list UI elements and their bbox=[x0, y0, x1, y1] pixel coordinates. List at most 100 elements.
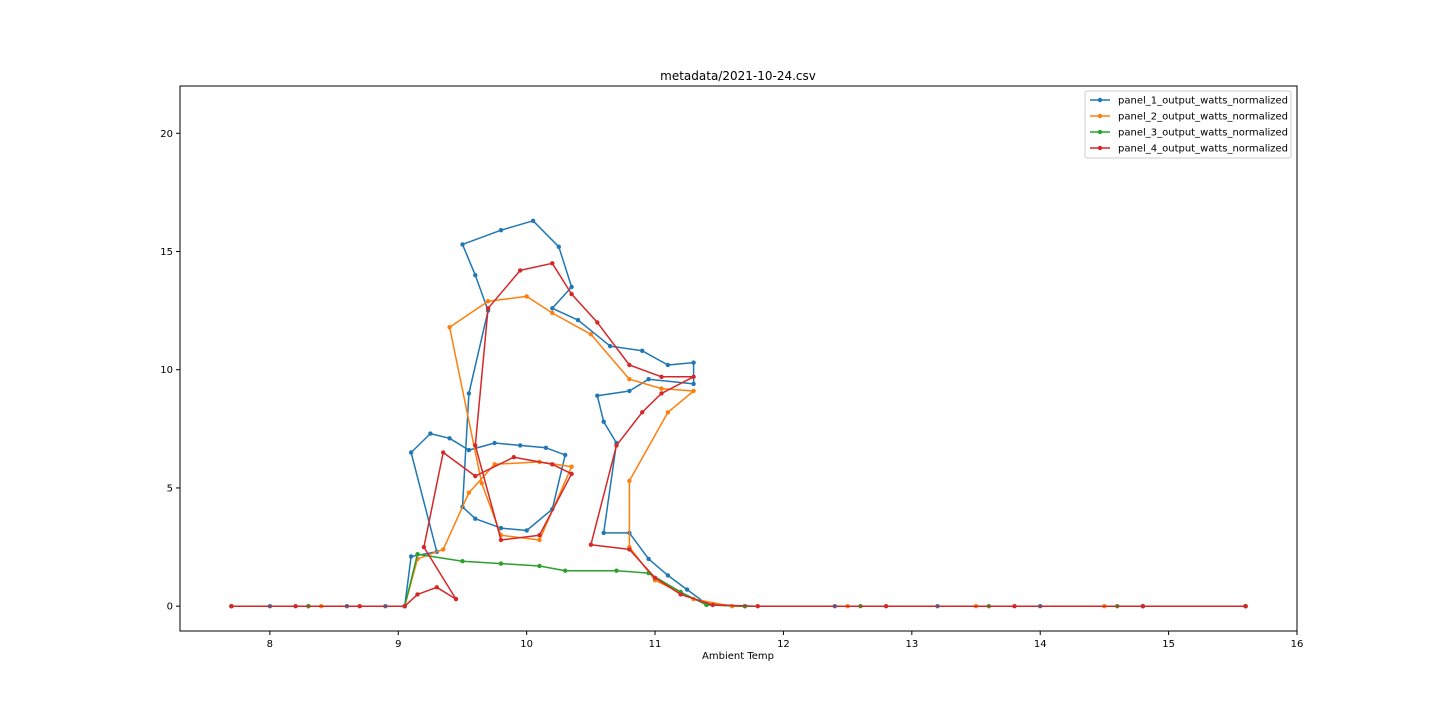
data-point bbox=[229, 604, 234, 609]
data-point bbox=[1012, 604, 1017, 609]
y-tick-label: 15 bbox=[160, 247, 173, 258]
data-point bbox=[498, 228, 504, 233]
legend-label: panel_3_output_watts_normalized bbox=[1118, 128, 1288, 139]
chart-title: metadata/2021-10-24.csv bbox=[660, 69, 816, 83]
plot-frame bbox=[179, 85, 1298, 632]
data-point bbox=[498, 525, 504, 531]
data-point bbox=[678, 592, 683, 597]
data-point bbox=[652, 575, 658, 580]
data-point bbox=[640, 410, 645, 415]
data-point bbox=[614, 443, 619, 448]
series-4 bbox=[229, 261, 1248, 609]
x-tick-label: 9 bbox=[395, 639, 401, 650]
data-point bbox=[595, 320, 600, 325]
data-point bbox=[473, 473, 478, 479]
data-point bbox=[665, 573, 671, 578]
data-point bbox=[537, 537, 542, 543]
y-tick-label: 0 bbox=[167, 602, 173, 613]
data-point bbox=[537, 563, 542, 569]
data-point bbox=[588, 542, 594, 547]
data-point bbox=[569, 471, 574, 476]
data-point bbox=[498, 561, 504, 566]
data-point bbox=[607, 343, 613, 349]
data-point bbox=[1140, 604, 1146, 609]
data-point bbox=[665, 362, 671, 368]
data-point bbox=[543, 445, 549, 450]
data-point bbox=[524, 294, 529, 299]
data-point bbox=[614, 568, 619, 573]
data-point bbox=[530, 218, 536, 223]
data-point bbox=[518, 443, 523, 448]
data-point bbox=[627, 388, 632, 394]
data-point bbox=[627, 362, 632, 368]
x-tick-label: 11 bbox=[649, 639, 662, 650]
data-point bbox=[485, 299, 491, 304]
legend-marker bbox=[1097, 97, 1103, 103]
data-point bbox=[550, 462, 555, 467]
data-point bbox=[646, 556, 651, 562]
data-point bbox=[447, 325, 452, 330]
data-point bbox=[646, 377, 651, 382]
data-point bbox=[421, 544, 427, 550]
x-tick-label: 8 bbox=[267, 639, 273, 650]
data-point bbox=[691, 374, 696, 379]
data-point bbox=[466, 391, 472, 396]
legend-marker bbox=[1097, 113, 1103, 119]
data-point bbox=[473, 273, 478, 278]
data-point bbox=[473, 516, 478, 521]
data-point bbox=[460, 242, 465, 247]
data-point bbox=[434, 585, 439, 590]
data-point bbox=[415, 592, 420, 597]
data-point bbox=[479, 481, 484, 486]
data-point bbox=[691, 360, 696, 365]
x-tick-label: 14 bbox=[1034, 639, 1047, 650]
data-point bbox=[563, 452, 568, 458]
data-point bbox=[550, 310, 555, 316]
legend-marker bbox=[1097, 129, 1103, 135]
data-point bbox=[441, 547, 446, 552]
data-point bbox=[293, 604, 298, 609]
data-point bbox=[883, 604, 889, 609]
y-tick-label: 5 bbox=[167, 483, 173, 494]
x-tick-label: 13 bbox=[905, 639, 918, 650]
legend-marker bbox=[1097, 145, 1103, 151]
data-point bbox=[492, 440, 497, 446]
data-point bbox=[659, 386, 664, 391]
x-axis: 8 9 10 11 12 13 14 15 16 bbox=[267, 631, 1303, 650]
data-point bbox=[518, 268, 523, 273]
data-point bbox=[441, 450, 446, 455]
data-point bbox=[569, 464, 574, 469]
data-point bbox=[498, 537, 504, 543]
x-axis-label: Ambient Temp bbox=[702, 651, 774, 662]
data-point bbox=[415, 552, 420, 557]
x-tick-label: 12 bbox=[777, 639, 790, 650]
data-point bbox=[710, 602, 715, 608]
data-point bbox=[511, 455, 516, 460]
data-point bbox=[659, 374, 664, 379]
data-point bbox=[755, 604, 760, 609]
data-point bbox=[556, 244, 561, 249]
legend-label: panel_2_output_watts_normalized bbox=[1118, 112, 1288, 123]
data-point bbox=[627, 547, 632, 552]
data-point bbox=[408, 554, 414, 559]
y-axis: 0 5 10 15 20 bbox=[160, 129, 180, 613]
data-point bbox=[640, 348, 645, 353]
data-point bbox=[575, 317, 581, 323]
y-tick-label: 20 bbox=[160, 129, 173, 140]
legend-box bbox=[1084, 90, 1292, 159]
data-point bbox=[460, 559, 465, 564]
data-point bbox=[1243, 604, 1248, 609]
data-point bbox=[601, 530, 606, 536]
data-point bbox=[684, 587, 690, 592]
data-point bbox=[550, 306, 555, 311]
data-point bbox=[595, 393, 600, 398]
data-point bbox=[357, 604, 362, 609]
data-point bbox=[466, 447, 472, 453]
x-tick-label: 15 bbox=[1162, 639, 1175, 650]
data-point bbox=[627, 478, 632, 484]
data-point bbox=[466, 490, 472, 495]
legend: panel_1_output_watts_normalized panel_2_o… bbox=[1084, 90, 1292, 159]
data-point bbox=[601, 419, 606, 424]
data-point bbox=[588, 332, 594, 337]
legend-label: panel_1_output_watts_normalized bbox=[1118, 96, 1288, 107]
